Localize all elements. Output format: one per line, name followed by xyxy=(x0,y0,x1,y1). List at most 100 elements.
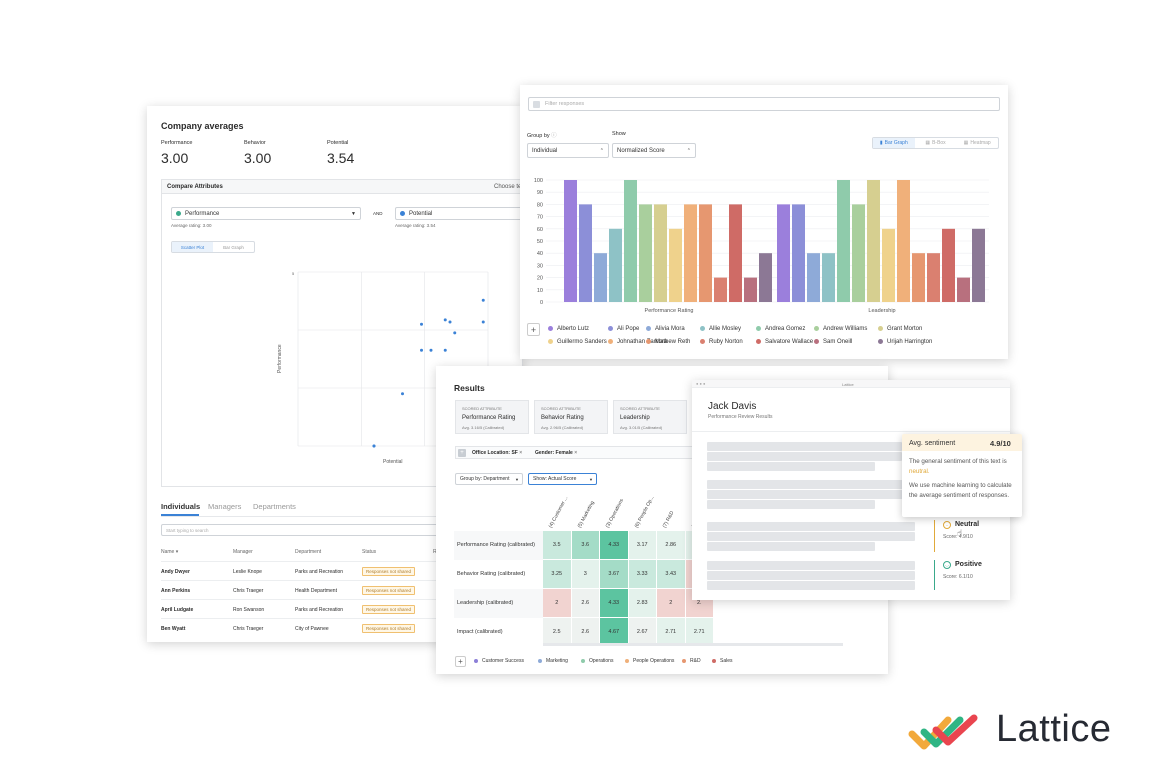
positive-sentiment[interactable]: ◡ Positive Score: 6.1/10 xyxy=(934,560,1004,590)
legend-item[interactable]: Alberto Lutz xyxy=(548,326,589,332)
scatter-point xyxy=(481,298,485,302)
table-row[interactable]: Andy Dwyer Leslie Knope Parks and Recrea… xyxy=(161,561,523,580)
legend-label: Urijah Harrington xyxy=(887,339,933,346)
tab-individuals[interactable]: Individuals xyxy=(161,502,201,511)
attribute-select-2-value: Potential xyxy=(409,210,433,217)
tab-departments[interactable]: Departments xyxy=(253,502,296,511)
attribute-select-1[interactable]: Performance ▼ xyxy=(171,207,361,220)
heatmap-cell[interactable]: 3.43 xyxy=(657,560,685,588)
scored-attribute-card[interactable]: SCORED ATTRIBUTE Leadership Avg. 3.01/5 … xyxy=(613,400,687,434)
heatmap-cell[interactable]: 4.33 xyxy=(600,589,628,617)
filter-chip[interactable]: Gender: Female × xyxy=(535,450,577,456)
attribute-select-2[interactable]: Potential xyxy=(395,207,523,220)
attr-dot xyxy=(400,211,405,216)
heatmap-cell[interactable]: 2.86 xyxy=(657,531,685,559)
bbox-view-tab[interactable]: ▦ B-Box xyxy=(915,138,957,148)
heatmap-scrollbar[interactable] xyxy=(543,643,843,646)
add-series-button[interactable]: + xyxy=(527,323,540,336)
scored-attribute-card[interactable]: SCORED ATTRIBUTE Behavior Rating Avg. 2.… xyxy=(534,400,608,434)
legend-item[interactable]: Andrea Gomez xyxy=(756,326,805,332)
group-by-select[interactable]: Individual ⌃ xyxy=(527,143,609,158)
legend-item[interactable]: Sam Oneill xyxy=(814,339,852,345)
legend-item[interactable]: Sales xyxy=(712,658,733,664)
col-department[interactable]: Department xyxy=(295,549,322,555)
chevron-icon: ⌃ xyxy=(599,147,604,154)
legend-item[interactable]: Salvatore Wallace xyxy=(756,339,813,345)
legend-item[interactable]: Operations xyxy=(581,658,613,664)
info-icon: ⓘ xyxy=(551,133,557,139)
heatmap-cell[interactable]: 3.6 xyxy=(571,531,599,559)
heatmap-cell[interactable]: 4.33 xyxy=(600,531,628,559)
heatmap-group-by-select[interactable]: Group by: Department ▼ xyxy=(455,473,523,485)
legend-item[interactable]: Marketing xyxy=(538,658,568,664)
show-select[interactable]: Normalized Score ⌃ xyxy=(612,143,696,158)
close-icon[interactable]: × xyxy=(519,450,523,456)
heatmap-add-button[interactable]: + xyxy=(455,656,466,667)
legend-label: Andrea Gomez xyxy=(765,326,806,333)
heatmap-view-tab[interactable]: ▦ Heatmap xyxy=(956,138,998,148)
bar-graph-view-tab[interactable]: ▮ Bar Graph xyxy=(873,138,915,148)
legend-item[interactable]: Guillermo Sanders xyxy=(548,339,607,345)
heatmap-cell[interactable]: 2.67 xyxy=(628,618,656,646)
legend-item[interactable]: Customer Success xyxy=(474,658,524,664)
heatmap-cell[interactable]: 2.83 xyxy=(628,589,656,617)
legend-item[interactable]: Grant Morton xyxy=(878,326,922,332)
col-status[interactable]: Status xyxy=(362,549,377,555)
scatter-plot-tab[interactable]: Scatter Plot xyxy=(172,242,213,252)
lattice-logo-text: Lattice xyxy=(996,708,1112,750)
heatmap-cell[interactable]: 3.33 xyxy=(628,560,656,588)
legend-dot xyxy=(756,339,761,344)
filter-chip[interactable]: Office Location: SF × xyxy=(472,450,522,456)
heatmap-row-bg xyxy=(454,531,543,560)
heatmap-cell[interactable]: 3.25 xyxy=(543,560,571,588)
scored-attribute-card[interactable]: SCORED ATTRIBUTE Performance Rating Avg.… xyxy=(455,400,529,434)
bar-graph-tab[interactable]: Bar Graph xyxy=(223,244,244,250)
scatter-point xyxy=(481,320,485,324)
neutral-sentiment[interactable]: – Neutral Score: 4.9/10 xyxy=(934,520,1004,552)
legend-item[interactable]: Alivia Mora xyxy=(646,326,685,332)
close-icon[interactable]: × xyxy=(574,450,578,456)
col-manager[interactable]: Manager xyxy=(233,549,253,555)
heatmap-cell[interactable]: 2 xyxy=(543,589,571,617)
legend-item[interactable]: Johnathan Zamora xyxy=(608,339,667,345)
table-row[interactable]: Ann Perkins Chris Traeger Health Departm… xyxy=(161,580,523,599)
col-name[interactable]: Name ▾ xyxy=(161,549,178,555)
y-tick-label: 70 xyxy=(537,215,543,221)
legend-item[interactable]: R&D xyxy=(682,658,701,664)
legend-dot xyxy=(756,326,761,331)
legend-item[interactable]: Urijah Harrington xyxy=(878,339,932,345)
scored-attribute-avg: Avg. 3.16/5 (Calibrated) xyxy=(462,425,505,430)
legend-item[interactable]: People Operations xyxy=(625,658,674,664)
heatmap-cell[interactable]: 2.71 xyxy=(685,618,713,646)
heatmap-cell[interactable]: 2.5 xyxy=(543,618,571,646)
search-input[interactable]: Start typing to search xyxy=(161,524,441,536)
table-row[interactable]: April Ludgate Ron Swanson Parks and Recr… xyxy=(161,599,523,618)
heatmap-cell[interactable]: 2.6 xyxy=(571,589,599,617)
heatmap-cell[interactable]: 3.5 xyxy=(543,531,571,559)
table-row[interactable]: Ben Wyatt Chris Traeger City of Pawnee R… xyxy=(161,618,523,637)
heatmap-cell[interactable]: 3 xyxy=(571,560,599,588)
add-filter-button[interactable]: + xyxy=(458,449,466,457)
legend-item[interactable]: Allie Mosley xyxy=(700,326,741,332)
legend-item[interactable]: Ali Pope xyxy=(608,326,639,332)
filter-chip-label: Office Location: SF xyxy=(472,450,518,456)
legend-item[interactable]: Mathew Reth xyxy=(646,339,690,345)
window-controls[interactable]: ● ● ● xyxy=(696,381,706,386)
legend-item[interactable]: Andrew Williams xyxy=(814,326,867,332)
filter-responses-input[interactable]: Filter responses xyxy=(528,97,1000,111)
bar xyxy=(729,204,742,302)
heatmap-cell[interactable]: 3.67 xyxy=(600,560,628,588)
tab-managers[interactable]: Managers xyxy=(208,502,242,511)
heatmap-show-select[interactable]: Show: Actual Score ▼ xyxy=(528,473,597,485)
legend-item[interactable]: Ruby Norton xyxy=(700,339,743,345)
legend-label: Customer Success xyxy=(482,658,524,664)
heatmap-cell[interactable]: 2 xyxy=(657,589,685,617)
row-department: Health Department xyxy=(295,588,337,594)
heatmap-cell[interactable]: 2.6 xyxy=(571,618,599,646)
scatter-point xyxy=(372,444,376,448)
heatmap-cell[interactable]: 3.17 xyxy=(628,531,656,559)
heatmap-cell[interactable]: 4.67 xyxy=(600,618,628,646)
col-r[interactable]: R xyxy=(433,549,437,555)
heatmap-cell[interactable]: 2.71 xyxy=(657,618,685,646)
heatmap-row-label: Behavior Rating (calibrated) xyxy=(457,571,526,577)
